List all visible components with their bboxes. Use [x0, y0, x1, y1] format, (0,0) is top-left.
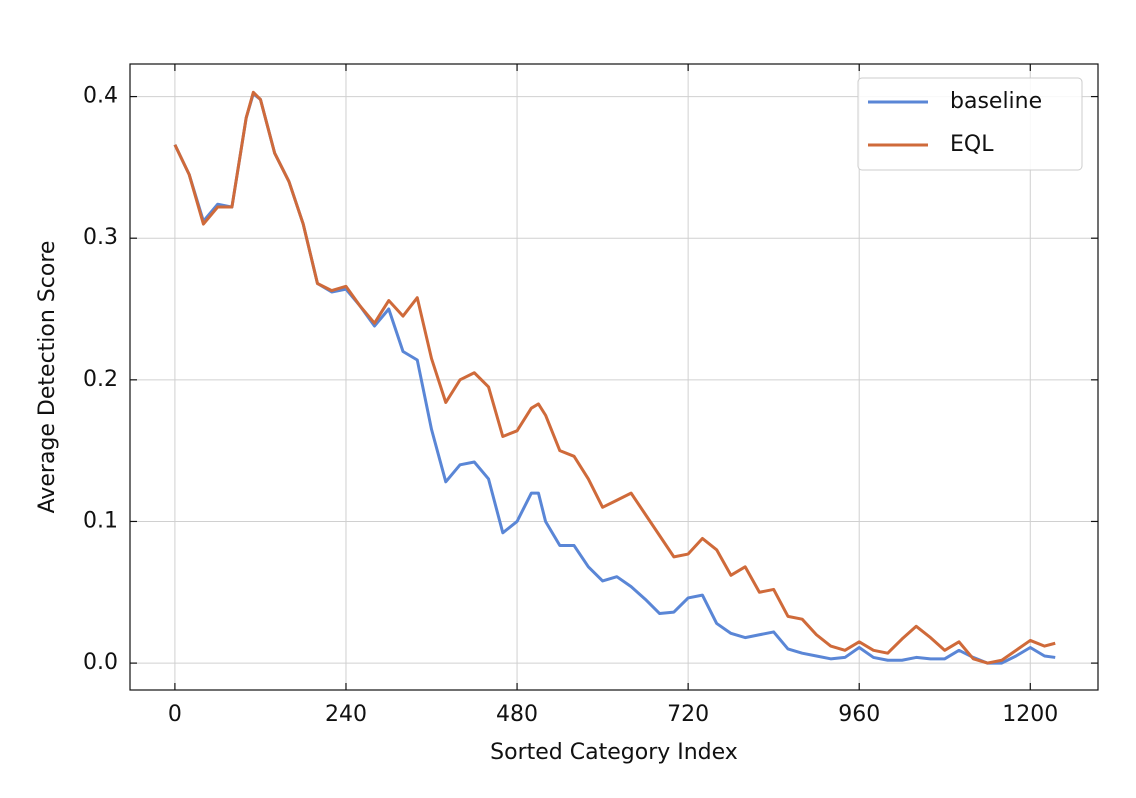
y-tick-label: 0.2	[83, 367, 118, 392]
y-tick-label: 0.0	[83, 650, 118, 675]
x-tick-label: 480	[496, 702, 538, 727]
y-tick-label: 0.4	[83, 84, 118, 109]
legend-label: EQL	[950, 132, 994, 157]
line-series	[173, 90, 1056, 665]
legend-label: baseline	[950, 89, 1042, 114]
y-axis-label: Average Detection Score	[35, 241, 60, 514]
x-axis-label: Sorted Category Index	[490, 740, 738, 765]
x-tick-label: 720	[667, 702, 709, 727]
plot-frame	[129, 63, 1099, 691]
x-tick-label: 1200	[1002, 702, 1058, 727]
y-tick-label: 0.3	[83, 225, 118, 250]
x-tick-label: 960	[838, 702, 880, 727]
x-tick-label: 0	[168, 702, 182, 727]
line-series	[173, 92, 1056, 665]
y-tick-label: 0.1	[83, 508, 118, 533]
x-tick-label: 240	[325, 702, 367, 727]
